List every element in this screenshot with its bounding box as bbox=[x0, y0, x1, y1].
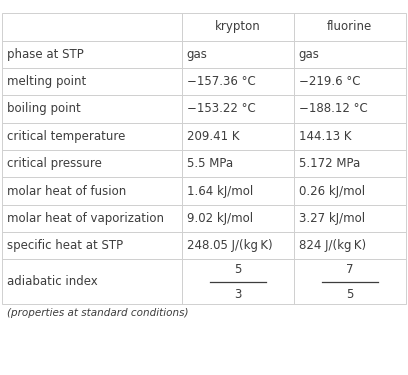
Text: −188.12 °C: −188.12 °C bbox=[299, 102, 367, 116]
Text: 144.13 K: 144.13 K bbox=[299, 130, 351, 143]
Text: critical pressure: critical pressure bbox=[7, 157, 102, 170]
Text: 5: 5 bbox=[234, 263, 242, 276]
Bar bbox=[2, 205, 182, 232]
Text: 5.5 MPa: 5.5 MPa bbox=[187, 157, 233, 170]
Bar bbox=[182, 68, 294, 95]
Bar bbox=[294, 260, 406, 304]
Text: boiling point: boiling point bbox=[7, 102, 81, 116]
Text: −219.6 °C: −219.6 °C bbox=[299, 75, 360, 88]
Bar bbox=[2, 95, 182, 123]
Text: gas: gas bbox=[299, 48, 319, 61]
Text: −157.36 °C: −157.36 °C bbox=[187, 75, 255, 88]
Bar bbox=[294, 68, 406, 95]
Bar bbox=[182, 232, 294, 260]
Bar bbox=[294, 40, 406, 68]
Text: fluorine: fluorine bbox=[327, 20, 373, 33]
Bar bbox=[182, 177, 294, 205]
Bar bbox=[294, 205, 406, 232]
Text: specific heat at STP: specific heat at STP bbox=[7, 239, 123, 252]
Bar bbox=[2, 232, 182, 260]
Bar bbox=[2, 123, 182, 150]
Bar bbox=[294, 177, 406, 205]
Text: 3: 3 bbox=[234, 288, 242, 300]
Text: 3.27 kJ/mol: 3.27 kJ/mol bbox=[299, 212, 365, 225]
Bar bbox=[294, 95, 406, 123]
Text: 5: 5 bbox=[346, 288, 353, 300]
Bar bbox=[182, 40, 294, 68]
Text: molar heat of vaporization: molar heat of vaporization bbox=[7, 212, 164, 225]
Bar bbox=[182, 95, 294, 123]
Bar bbox=[182, 13, 294, 40]
Text: 9.02 kJ/mol: 9.02 kJ/mol bbox=[187, 212, 253, 225]
Bar bbox=[2, 260, 182, 304]
Bar bbox=[2, 40, 182, 68]
Bar bbox=[182, 123, 294, 150]
Bar bbox=[294, 232, 406, 260]
Text: 0.26 kJ/mol: 0.26 kJ/mol bbox=[299, 184, 365, 198]
Bar bbox=[182, 150, 294, 177]
Text: 7: 7 bbox=[346, 263, 354, 276]
Bar bbox=[182, 260, 294, 304]
Text: 248.05 J/(kg K): 248.05 J/(kg K) bbox=[187, 239, 272, 252]
Text: melting point: melting point bbox=[7, 75, 86, 88]
Bar bbox=[2, 150, 182, 177]
Text: 824 J/(kg K): 824 J/(kg K) bbox=[299, 239, 366, 252]
Bar bbox=[2, 13, 182, 40]
Bar bbox=[2, 68, 182, 95]
Bar bbox=[294, 123, 406, 150]
Bar bbox=[2, 177, 182, 205]
Text: 5.172 MPa: 5.172 MPa bbox=[299, 157, 360, 170]
Text: gas: gas bbox=[187, 48, 208, 61]
Text: 1.64 kJ/mol: 1.64 kJ/mol bbox=[187, 184, 253, 198]
Text: molar heat of fusion: molar heat of fusion bbox=[7, 184, 126, 198]
Text: krypton: krypton bbox=[215, 20, 261, 33]
Text: −153.22 °C: −153.22 °C bbox=[187, 102, 255, 116]
Bar bbox=[182, 205, 294, 232]
Text: 209.41 K: 209.41 K bbox=[187, 130, 239, 143]
Text: critical temperature: critical temperature bbox=[7, 130, 125, 143]
Bar bbox=[294, 13, 406, 40]
Bar bbox=[294, 150, 406, 177]
Text: adiabatic index: adiabatic index bbox=[7, 275, 98, 288]
Text: phase at STP: phase at STP bbox=[7, 48, 84, 61]
Text: (properties at standard conditions): (properties at standard conditions) bbox=[7, 308, 188, 318]
